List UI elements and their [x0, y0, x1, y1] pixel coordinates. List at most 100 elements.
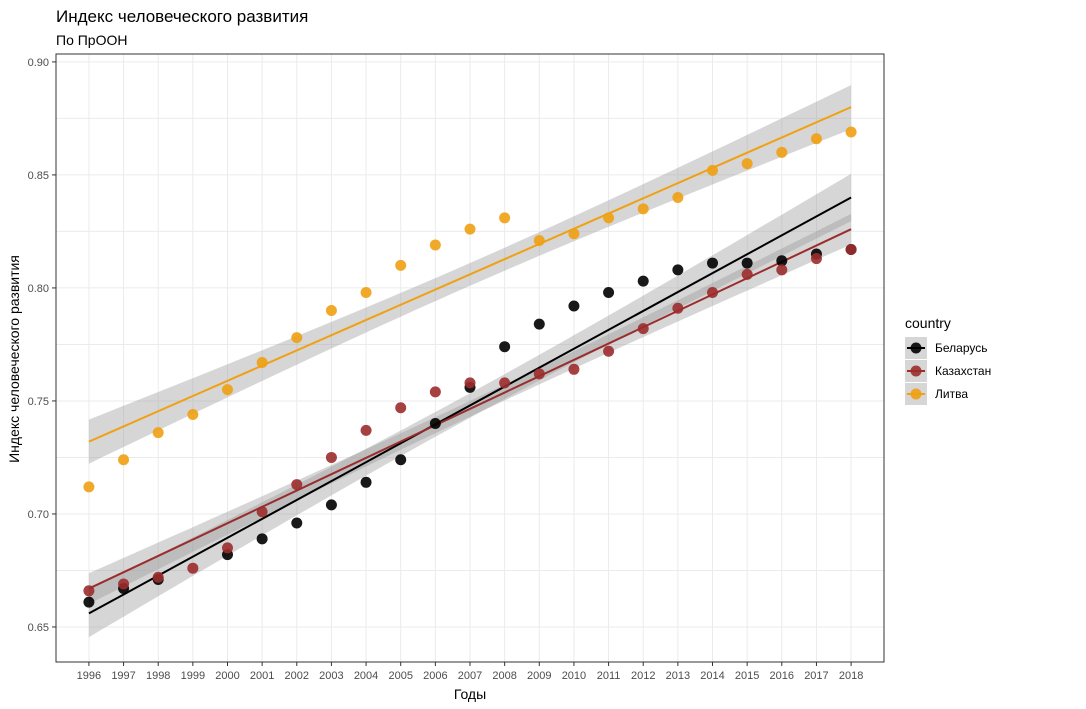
data-point — [395, 259, 407, 271]
x-tick-label: 2010 — [562, 670, 586, 682]
trend-line — [88, 106, 852, 443]
data-point — [707, 286, 719, 298]
data-point — [672, 192, 684, 204]
data-point — [152, 427, 164, 439]
trend-lines — [88, 106, 852, 615]
data-point — [499, 377, 511, 389]
data-point — [152, 571, 164, 583]
data-point — [741, 158, 753, 170]
data-point — [810, 133, 822, 145]
y-tick-label: 0.85 — [28, 170, 49, 182]
data-point — [221, 542, 233, 554]
data-point — [637, 275, 649, 287]
data-point — [637, 323, 649, 335]
data-point — [810, 253, 822, 265]
x-tick-label: 2015 — [735, 670, 759, 682]
data-point — [429, 239, 441, 251]
x-tick-label: 2000 — [215, 670, 239, 682]
legend-label: Казахстан — [935, 364, 991, 378]
data-point — [118, 578, 130, 590]
x-tick-label: 1997 — [111, 670, 135, 682]
data-point — [499, 212, 511, 224]
data-point — [256, 357, 268, 369]
data-point — [291, 479, 303, 491]
legend: country Беларусь Казахстан Литва — [905, 315, 991, 405]
data-point — [325, 305, 337, 317]
data-point — [741, 257, 753, 269]
x-tick-label: 1996 — [77, 670, 101, 682]
data-point — [360, 476, 372, 488]
data-point — [603, 212, 615, 224]
data-point — [533, 368, 545, 380]
y-tick-label: 0.80 — [28, 283, 49, 295]
data-point — [603, 345, 615, 357]
legend-items: Беларусь Казахстан Литва — [905, 337, 991, 405]
data-point — [499, 341, 511, 353]
data-point — [845, 244, 857, 256]
y-axis-ticks: 0.65 0.70 0.75 0.80 0.85 0.90 — [28, 57, 56, 634]
data-point — [776, 255, 788, 267]
y-tick-label: 0.90 — [28, 57, 49, 69]
legend-label: Беларусь — [935, 341, 987, 355]
x-tick-label: 2005 — [388, 670, 412, 682]
data-point — [360, 424, 372, 436]
data-point — [776, 146, 788, 158]
y-tick-label: 0.70 — [28, 509, 49, 521]
x-tick-label: 2011 — [597, 670, 621, 682]
x-tick-label: 2012 — [631, 670, 655, 682]
data-point — [533, 318, 545, 330]
x-tick-label: 2002 — [285, 670, 309, 682]
x-axis-ticks: 1996 1997 1998 1999 2000 2001 2002 2003 2004 2005… — [77, 662, 863, 682]
data-point — [256, 506, 268, 518]
data-point — [187, 562, 199, 574]
data-point — [187, 409, 199, 421]
y-tick-label: 0.75 — [28, 396, 49, 408]
data-point — [707, 164, 719, 176]
x-tick-label: 2004 — [354, 670, 378, 682]
data-point — [325, 451, 337, 463]
trend-line — [88, 228, 852, 590]
x-tick-label: 2001 — [250, 670, 274, 682]
data-point — [568, 300, 580, 312]
x-tick-label: 2018 — [839, 670, 863, 682]
data-point — [395, 402, 407, 414]
data-point — [291, 517, 303, 529]
data-point — [429, 386, 441, 398]
x-tick-label: 2008 — [492, 670, 516, 682]
legend-label: Литва — [935, 387, 968, 401]
legend-key-point — [910, 342, 922, 354]
x-tick-label: 1998 — [146, 670, 170, 682]
data-point — [118, 454, 130, 466]
x-tick-label: 2013 — [666, 670, 690, 682]
data-point — [464, 377, 476, 389]
data-point — [429, 418, 441, 430]
data-point — [395, 454, 407, 466]
x-tick-label: 2016 — [770, 670, 794, 682]
legend-title: country — [905, 315, 951, 331]
data-point — [845, 126, 857, 138]
data-point — [637, 203, 649, 215]
data-point — [291, 332, 303, 344]
data-point — [672, 302, 684, 314]
chart-title: Индекс человеческого развития — [56, 7, 308, 26]
data-point — [83, 481, 95, 493]
data-point — [360, 286, 372, 298]
data-point — [83, 585, 95, 597]
legend-key-point — [910, 365, 922, 377]
y-tick-label: 0.65 — [28, 622, 49, 634]
data-point — [533, 234, 545, 246]
trend-line — [88, 196, 852, 615]
x-tick-label: 2017 — [804, 670, 828, 682]
x-tick-label: 2006 — [423, 670, 447, 682]
data-point — [464, 223, 476, 235]
y-axis-title: Индекс человеческого развития — [6, 255, 22, 463]
chart-subtitle: По ПрООН — [56, 32, 127, 48]
x-axis-title: Годы — [454, 686, 486, 702]
data-point — [776, 264, 788, 276]
x-tick-label: 2009 — [527, 670, 551, 682]
x-tick-label: 2014 — [700, 670, 724, 682]
data-point — [256, 533, 268, 545]
legend-key-point — [910, 388, 922, 400]
